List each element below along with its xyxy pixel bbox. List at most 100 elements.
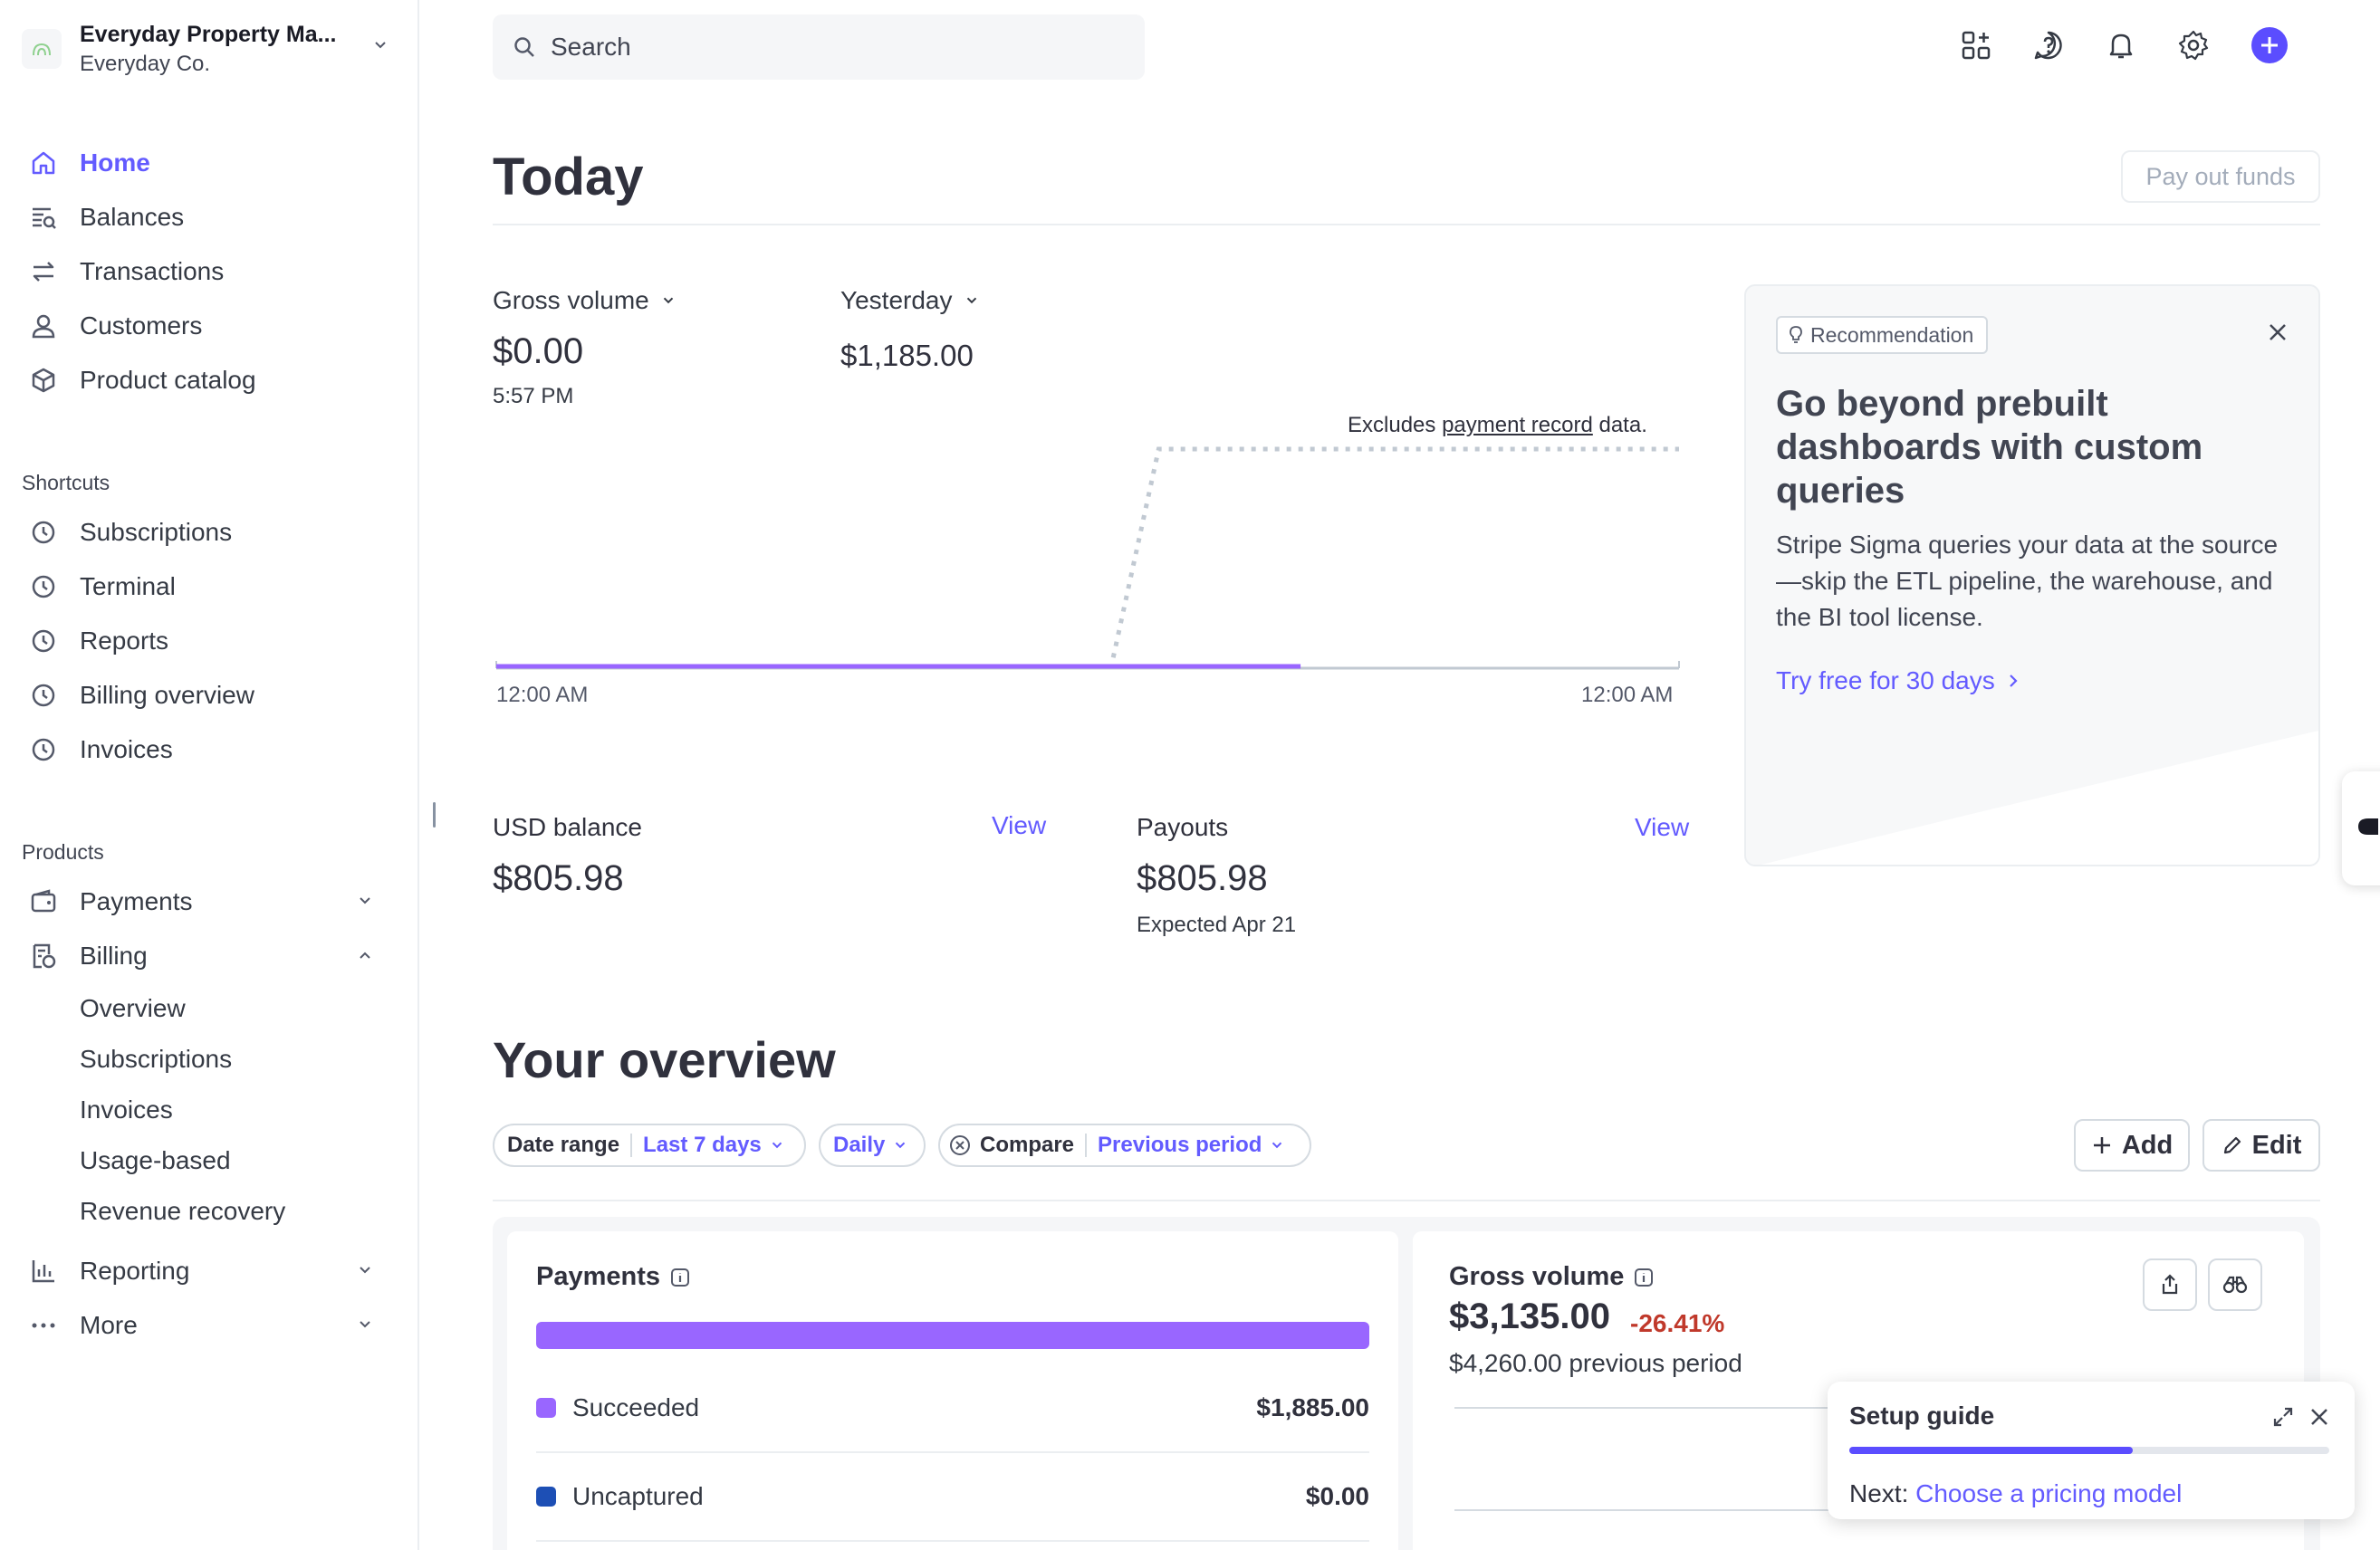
payments-row-label: Uncaptured (572, 1482, 704, 1510)
excludes-suffix: data. (1598, 413, 1647, 437)
shortcut-label: Terminal (80, 572, 176, 600)
shortcut-label: Billing overview (80, 681, 254, 709)
gear-icon[interactable] (2175, 27, 2212, 63)
date-range-filter[interactable]: Date range Last 7 days (493, 1124, 806, 1167)
excludes-prefix: Excludes (1348, 413, 1436, 437)
try-free-link[interactable]: Try free for 30 days (1776, 666, 2020, 695)
apps-icon[interactable] (1958, 27, 1994, 63)
help-icon[interactable] (2030, 27, 2067, 63)
compare-label: Compare (980, 1133, 1075, 1157)
transactions-icon (27, 255, 60, 288)
usd-balance-view-link[interactable]: View (992, 811, 1047, 839)
succeeded-swatch (536, 1398, 556, 1418)
shortcut-label: Reports (80, 627, 169, 655)
payments-row-uncaptured[interactable]: Uncaptured $0.00 (536, 1474, 1369, 1519)
yesterday-selector[interactable]: Yesterday (840, 286, 980, 315)
billing-sub-usage-based[interactable]: Usage-based (80, 1146, 231, 1174)
search-icon (513, 35, 536, 59)
close-icon[interactable] (2308, 1405, 2331, 1429)
shortcut-item-invoices[interactable]: Invoices (27, 727, 173, 772)
close-icon[interactable] (2266, 321, 2289, 349)
chart-axis-end-label: 12:00 AM (1581, 683, 1674, 707)
gross-volume-card-title: Gross volume (1449, 1262, 1655, 1292)
billing-icon (27, 940, 60, 972)
chevron-down-icon[interactable] (356, 1261, 374, 1284)
products-label: Products (22, 840, 104, 864)
divider (493, 224, 2320, 225)
recommendation-body: Stripe Sigma queries your data at the so… (1776, 531, 2279, 631)
billing-sub-invoices[interactable]: Invoices (80, 1096, 173, 1124)
setup-guide-panel[interactable]: Setup guide Next: Choose a pricing model (1828, 1382, 2355, 1519)
sidebar-item-label: Reporting (80, 1257, 190, 1285)
payouts-expected: Expected Apr 21 (1137, 913, 1297, 937)
excludes-note: Excludes payment record data. (1348, 413, 1647, 438)
shortcut-item-terminal[interactable]: Terminal (27, 564, 176, 609)
lightbulb-icon (1787, 325, 1805, 345)
payouts-view-link[interactable]: View (1635, 813, 1690, 841)
bell-icon[interactable] (2103, 27, 2139, 63)
sidebar-item-more[interactable]: More (27, 1303, 138, 1348)
share-button[interactable] (2143, 1258, 2197, 1311)
chevron-down-icon[interactable] (356, 1316, 374, 1338)
payouts-value: $805.98 (1137, 858, 1268, 898)
chevron-down-icon (371, 36, 389, 59)
sidebar: Everyday Property Ma... Everyday Co. Hom… (0, 0, 419, 1550)
choose-pricing-model-link[interactable]: Choose a pricing model (1915, 1479, 2183, 1507)
create-plus-icon[interactable] (2250, 25, 2289, 65)
sidebar-item-billing[interactable]: Billing (27, 933, 148, 979)
setup-progress-fill (1849, 1447, 2133, 1454)
account-switcher[interactable]: Everyday Property Ma... Everyday Co. (22, 18, 386, 80)
billing-sub-subscriptions[interactable]: Subscriptions (80, 1045, 233, 1073)
setup-next-prefix: Next: (1849, 1479, 1909, 1507)
payments-row-value: $0.00 (1305, 1482, 1369, 1510)
interval-filter[interactable]: Daily (819, 1124, 926, 1167)
binoculars-icon (2222, 1274, 2248, 1296)
row-divider (536, 1540, 1369, 1542)
sidebar-resize-handle[interactable] (433, 802, 436, 828)
date-range-label: Date range (507, 1133, 620, 1157)
sidebar-item-balances[interactable]: Balances (27, 195, 184, 240)
interval-value: Daily (833, 1133, 886, 1157)
clear-circle-icon[interactable] (949, 1134, 971, 1156)
page-title: Today (493, 148, 644, 206)
recommendation-card: Recommendation Go beyond prebuilt dashbo… (1744, 284, 2320, 866)
assistant-tab[interactable] (2342, 771, 2380, 885)
pay-out-funds-button[interactable]: Pay out funds (2121, 150, 2320, 203)
sidebar-item-label: Customers (80, 311, 203, 340)
more-dots-icon (27, 1309, 60, 1342)
info-icon[interactable] (1633, 1267, 1655, 1288)
home-icon (27, 147, 60, 179)
chevron-up-icon[interactable] (356, 946, 374, 969)
sidebar-item-payments[interactable]: Payments (27, 879, 193, 924)
payments-row-value: $1,885.00 (1256, 1393, 1369, 1421)
payment-record-link[interactable]: payment record (1442, 413, 1593, 437)
billing-sub-overview[interactable]: Overview (80, 994, 186, 1022)
sidebar-item-home[interactable]: Home (27, 140, 150, 186)
share-icon (2159, 1273, 2181, 1296)
clock-icon (27, 570, 60, 603)
explore-button[interactable] (2208, 1258, 2262, 1311)
payments-row-succeeded[interactable]: Succeeded $1,885.00 (536, 1385, 1369, 1430)
sidebar-item-reporting[interactable]: Reporting (27, 1249, 189, 1294)
clock-icon (27, 516, 60, 549)
shortcut-item-billing-overview[interactable]: Billing overview (27, 673, 254, 718)
gross-volume-selector[interactable]: Gross volume (493, 286, 677, 315)
compare-filter[interactable]: Compare Previous period (938, 1124, 1311, 1167)
add-button[interactable]: Add (2074, 1119, 2190, 1172)
billing-sub-revenue-recovery[interactable]: Revenue recovery (80, 1197, 286, 1225)
shortcut-item-subscriptions[interactable]: Subscriptions (27, 510, 232, 555)
chevron-right-icon (2006, 672, 2020, 690)
expand-icon[interactable] (2271, 1405, 2295, 1429)
sidebar-item-customers[interactable]: Customers (27, 303, 202, 349)
search-input[interactable]: Search (493, 14, 1145, 80)
chevron-down-icon[interactable] (356, 892, 374, 914)
edit-button[interactable]: Edit (2202, 1119, 2320, 1172)
payments-card[interactable]: Payments (507, 1231, 1398, 1550)
yesterday-label: Yesterday (840, 286, 953, 314)
sidebar-item-transactions[interactable]: Transactions (27, 249, 224, 294)
gross-volume-card-change: -26.41% (1630, 1309, 1725, 1337)
sidebar-item-product-catalog[interactable]: Product catalog (27, 358, 256, 403)
account-company: Everyday Co. (80, 51, 211, 76)
info-icon[interactable] (669, 1267, 691, 1288)
shortcut-item-reports[interactable]: Reports (27, 618, 168, 664)
